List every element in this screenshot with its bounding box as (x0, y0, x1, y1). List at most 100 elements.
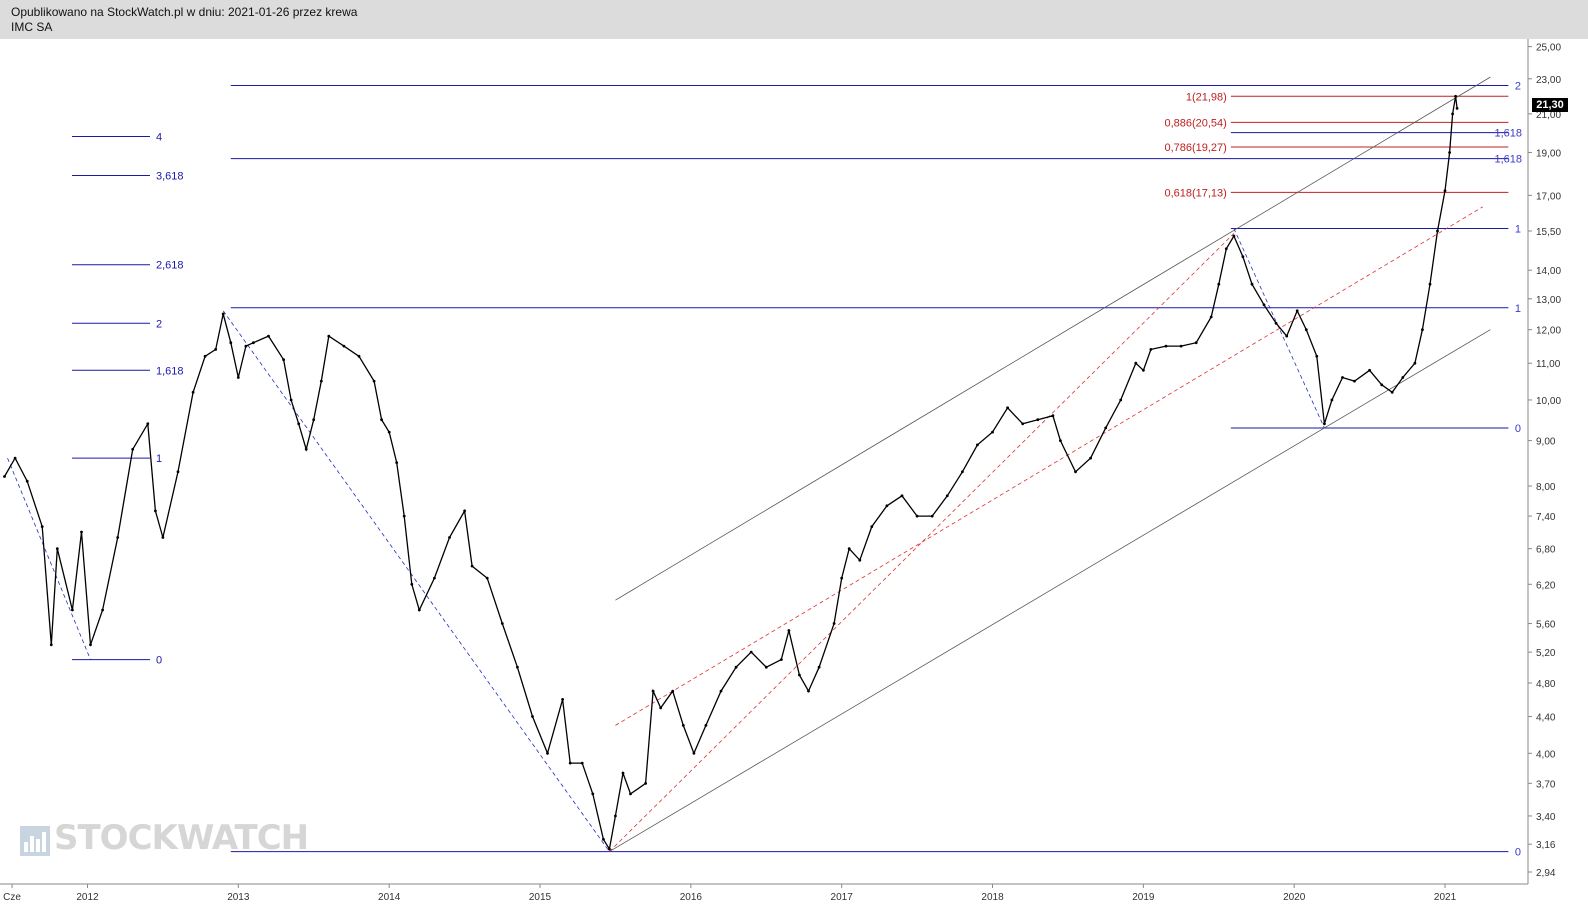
price-point (380, 418, 383, 422)
price-point (289, 398, 293, 402)
price-point (463, 509, 466, 513)
fib-right-label: 1,618 (1494, 154, 1522, 166)
price-point (55, 547, 59, 551)
y-tick-label: 17,00 (1536, 191, 1561, 202)
price-series-line (3, 96, 1458, 851)
price-point (131, 447, 135, 451)
price-point (25, 479, 29, 483)
price-point (1436, 229, 1439, 233)
price-point (146, 422, 150, 426)
price-point (561, 698, 564, 701)
price-point (500, 622, 504, 625)
price-point (1390, 390, 1394, 394)
price-point (659, 706, 663, 710)
price-point (372, 379, 376, 383)
price-point (1179, 344, 1183, 348)
price-point (395, 461, 399, 464)
ticker-name: IMC SA (11, 20, 53, 34)
price-point (885, 504, 889, 508)
x-tick-label: 2012 (76, 892, 99, 903)
y-tick-label: 5,20 (1536, 648, 1556, 659)
stockwatch-watermark: STOCKWATCH (54, 818, 309, 858)
price-point (387, 430, 391, 434)
y-tick-label: 3,16 (1536, 840, 1556, 851)
price-point (1241, 255, 1245, 259)
price-point (49, 643, 53, 647)
fib-right-label: 2 (1515, 81, 1521, 93)
price-chart[interactable]: 25,0023,0021,0019,0017,0015,5014,0013,00… (0, 39, 1588, 906)
price-point (1413, 361, 1417, 365)
price-point (1401, 376, 1405, 379)
x-tick-label: 2017 (831, 892, 854, 903)
y-tick-label: 13,00 (1536, 295, 1561, 306)
price-point (1341, 376, 1344, 379)
price-point (1353, 379, 1356, 383)
price-point (1323, 422, 1326, 426)
price-point (71, 608, 74, 612)
y-tick-label: 10,00 (1536, 396, 1561, 407)
price-point (1119, 398, 1123, 402)
published-note: Opublikowano na StockWatch.pl w dniu: 20… (11, 5, 358, 19)
price-point (602, 837, 605, 841)
x-tick-label: 2013 (227, 892, 250, 903)
price-point (858, 558, 862, 562)
price-point (531, 715, 534, 718)
price-point (870, 525, 874, 528)
price-point (591, 792, 595, 796)
dashed-trend-line (609, 233, 1235, 852)
price-point (1194, 341, 1198, 345)
x-tick-label: 2019 (1132, 892, 1155, 903)
price-point (976, 443, 979, 447)
price-point (485, 576, 489, 580)
price-point (1059, 439, 1062, 442)
price-point (991, 430, 994, 434)
y-tick-label: 3,40 (1536, 812, 1556, 823)
price-point (327, 334, 331, 338)
price-point (1443, 189, 1447, 193)
price-point (1142, 368, 1145, 372)
price-point (154, 509, 157, 513)
y-tick-label: 6,80 (1536, 545, 1556, 556)
price-point (516, 665, 519, 669)
x-tick-label: 2021 (1434, 892, 1457, 903)
price-point (840, 576, 844, 580)
price-point (1448, 151, 1451, 154)
price-point (779, 658, 783, 661)
price-point (681, 724, 685, 727)
channel-upper-line (615, 76, 1491, 601)
price-point (116, 536, 120, 539)
channel-lower-line (609, 329, 1491, 852)
price-point (749, 650, 753, 654)
price-point (1262, 303, 1266, 307)
price-point (304, 447, 308, 451)
x-tick-label: Cze (3, 892, 21, 903)
fib-right-label: 1,618 (1494, 128, 1522, 140)
price-point (3, 475, 6, 478)
price-point (1134, 361, 1138, 365)
x-tick-label: 2020 (1283, 892, 1306, 903)
price-point (417, 608, 421, 612)
price-point (1368, 368, 1371, 372)
price-point (798, 673, 801, 677)
price-point (1149, 348, 1153, 351)
price-point (832, 622, 836, 625)
price-point (1454, 94, 1457, 98)
price-point (1274, 321, 1278, 325)
price-point (1421, 328, 1424, 332)
y-tick-label: 7,40 (1536, 512, 1556, 523)
dashed-decline-line (222, 310, 610, 852)
price-point (1295, 309, 1299, 313)
x-tick-label: 2015 (529, 892, 552, 903)
price-point (297, 422, 301, 426)
fib-left-label: 4 (156, 132, 162, 144)
price-point (945, 494, 949, 498)
y-tick-label: 21,00 (1536, 110, 1561, 121)
price-point (1217, 282, 1221, 286)
y-tick-label: 9,00 (1536, 437, 1556, 448)
price-point (1006, 406, 1009, 410)
price-point (1380, 383, 1384, 387)
price-point (1285, 334, 1289, 338)
price-point (1089, 456, 1092, 460)
y-tick-label: 12,00 (1536, 326, 1561, 337)
fib-right-label: 0,886(20,54) (1164, 117, 1226, 129)
